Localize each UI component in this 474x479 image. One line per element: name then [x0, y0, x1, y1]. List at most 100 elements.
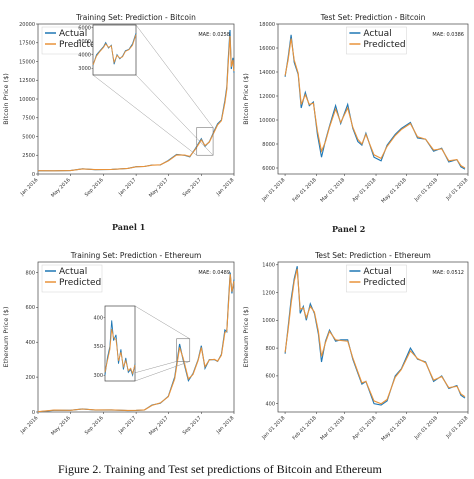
y-tick-label: 400 [265, 401, 275, 407]
y-tick-label: 600 [265, 374, 275, 380]
y-axis-label: Bitcoin Price ($) [2, 73, 10, 125]
chart-title: Test Set: Prediction - Ethereum [314, 251, 431, 260]
x-tick-label: May 01 2018 [380, 177, 407, 204]
x-tick-label: Jul 01 2018 [444, 177, 469, 202]
inset-series-line-predicted [92, 34, 137, 66]
series-line-predicted [284, 268, 466, 405]
y-tick-label: 600 [25, 305, 35, 311]
legend-box [346, 264, 407, 293]
y-tick-label: 18000 [259, 22, 275, 28]
legend-label-actual: Actual [59, 29, 87, 39]
legend-box [41, 264, 103, 293]
y-tick-label: 5000 [22, 134, 35, 140]
legend-label-predicted: Predicted [363, 278, 405, 288]
chart-btc-train: Training Set: Prediction - Bitcoin 0 2500 5… [2, 13, 236, 199]
chart-title: Training Set: Prediction - Ethereum [70, 251, 202, 260]
y-tick-label: 6000 [262, 166, 275, 172]
inset-y-tick-label: 400 [93, 315, 103, 321]
chart-title: Test Set: Prediction - Bitcoin [320, 13, 426, 22]
figure-caption: Figure 2. Training and Test set predicti… [58, 462, 382, 476]
zoom-connector [134, 305, 190, 339]
y-tick-label: 800 [265, 346, 275, 352]
inset-y-tick-label: 350 [93, 344, 103, 350]
x-tick-label: Apr 01 2018 [351, 177, 377, 203]
inset-y-tick-label: 6000 [78, 26, 91, 32]
panel-label-2: Panel 2 [332, 224, 366, 234]
y-tick-label: 2500 [22, 153, 35, 159]
x-tick-label: Jan 2017 [117, 177, 138, 198]
y-tick-label: 15000 [19, 59, 35, 65]
y-axis-label: Ethereum Price ($) [2, 307, 10, 368]
x-tick-label: Apr 01 2018 [351, 415, 377, 441]
y-tick-label: 800 [25, 270, 35, 276]
x-tick-label: Feb 01 2018 [292, 177, 318, 203]
zoom-connector [134, 361, 190, 382]
x-tick-label: Jun 01 2018 [413, 415, 439, 441]
mae-annotation: MAE: 0.0489 [198, 270, 230, 276]
x-tick-label: Jan 2017 [117, 415, 138, 436]
y-tick-label: 200 [25, 375, 35, 381]
x-tick-label: Jan 2018 [215, 177, 236, 198]
x-tick-label: May 2017 [148, 177, 170, 199]
y-tick-label: 1000 [262, 318, 275, 324]
x-tick-label: Sep 2017 [182, 177, 203, 198]
legend-box [41, 26, 103, 55]
y-tick-label: 14000 [259, 70, 275, 76]
y-tick-label: 0 [32, 172, 35, 178]
inset-frame [92, 24, 137, 76]
chart-btc-test: Test Set: Prediction - Bitcoin 6000 8000 10… [242, 13, 469, 204]
x-tick-label: Jul 01 2018 [444, 415, 469, 440]
x-tick-label: Jan 2018 [215, 415, 236, 436]
y-tick-label: 10000 [259, 118, 275, 124]
y-tick-label: 0 [32, 410, 35, 416]
x-tick-label: May 2017 [148, 415, 170, 437]
legend-label-actual: Actual [59, 267, 87, 277]
mae-annotation: MAE: 0.0386 [432, 32, 464, 38]
legend-label-actual: Actual [363, 29, 391, 39]
zoom-connector [135, 74, 214, 156]
legend-label-actual: Actual [363, 267, 391, 277]
x-tick-label: Jan 2016 [19, 415, 40, 436]
zoom-connector [92, 74, 197, 156]
mae-annotation: MAE: 0.0258 [198, 32, 230, 38]
x-tick-label: May 2016 [50, 177, 72, 199]
inset-series-line-predicted [104, 329, 136, 375]
y-tick-label: 12500 [19, 78, 35, 84]
y-tick-label: 1200 [262, 290, 275, 296]
chart-eth-test: Test Set: Prediction - Ethereum 400 600 800… [242, 251, 469, 442]
x-tick-label: Jun 01 2018 [413, 177, 439, 203]
x-tick-label: Sep 2017 [182, 415, 203, 436]
y-tick-label: 400 [25, 340, 35, 346]
y-tick-label: 20000 [19, 22, 35, 28]
y-tick-label: 12000 [259, 94, 275, 100]
y-tick-label: 10000 [19, 97, 35, 103]
inset-y-tick-label: 3000 [78, 66, 91, 72]
legend-label-predicted: Predicted [59, 278, 101, 288]
series-line-predicted [37, 274, 235, 413]
y-tick-label: 17500 [19, 41, 35, 47]
zoom-region [196, 127, 214, 156]
inset-y-tick-label: 4000 [78, 53, 91, 59]
x-tick-label: Sep 2016 [84, 177, 105, 198]
chart-eth-train: Training Set: Prediction - Ethereum 0 200 4… [2, 251, 236, 437]
x-tick-label: Feb 01 2018 [292, 415, 318, 441]
chart-title: Training Set: Prediction - Bitcoin [75, 13, 196, 22]
x-tick-label: Mar 01 2018 [319, 177, 346, 204]
x-tick-label: May 01 2018 [380, 415, 407, 442]
y-tick-label: 8000 [262, 142, 275, 148]
legend-label-predicted: Predicted [59, 40, 101, 50]
series-line-predicted [284, 38, 466, 169]
inset-y-tick-label: 5000 [78, 39, 91, 45]
y-tick-label: 16000 [259, 46, 275, 52]
y-tick-label: 1400 [262, 263, 275, 269]
x-tick-label: Sep 2016 [84, 415, 105, 436]
x-tick-label: Jan 01 2018 [260, 415, 286, 441]
series-line-predicted [37, 35, 235, 172]
x-tick-label: Mar 01 2018 [319, 415, 346, 442]
y-tick-label: 7500 [22, 116, 35, 122]
